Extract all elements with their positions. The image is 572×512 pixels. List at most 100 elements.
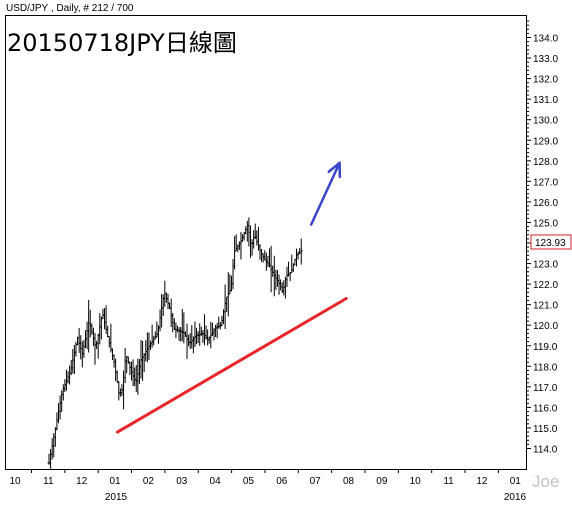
price-bar [179, 327, 183, 342]
price-bar [260, 248, 264, 263]
y-tick-label: 120.0 [533, 321, 558, 332]
price-bar [248, 225, 252, 258]
x-tick-label: 05 [243, 476, 255, 487]
price-bar [71, 349, 75, 374]
x-tick-label: 07 [310, 476, 322, 487]
y-tick-label: 132.0 [533, 75, 558, 86]
price-bar [128, 361, 132, 376]
price-bar [244, 226, 248, 235]
price-bar [239, 232, 243, 260]
price-bar [93, 332, 97, 365]
x-tick-label: 09 [376, 476, 388, 487]
price-bar [258, 244, 262, 260]
price-bar [49, 449, 53, 469]
watermark: Joe [532, 472, 559, 491]
price-bar [187, 334, 191, 347]
price-bar [91, 327, 95, 347]
x-year-label: 2015 [105, 492, 128, 503]
y-tick-label: 125.0 [533, 218, 558, 229]
price-bar [202, 314, 206, 346]
y-tick-label: 131.0 [533, 95, 558, 106]
price-bar [164, 292, 168, 303]
plot-frame [5, 15, 527, 470]
price-bar [188, 332, 192, 349]
price-bar [90, 323, 94, 335]
price-bar [256, 226, 260, 251]
price-bar [261, 253, 265, 263]
x-tick-label: 02 [143, 476, 155, 487]
price-bar [50, 438, 54, 460]
price-bar [57, 403, 61, 424]
x-tick-label: 12 [76, 476, 88, 487]
price-bar [296, 251, 300, 260]
price-bar [137, 359, 141, 385]
price-bar [231, 259, 235, 290]
price-bar [103, 308, 107, 330]
price-bar [285, 266, 289, 287]
price-bar [299, 238, 303, 265]
price-bar [136, 358, 140, 395]
x-tick-label: 06 [276, 476, 288, 487]
price-bar [115, 370, 119, 383]
price-bar [144, 340, 148, 362]
price-bar [95, 340, 99, 350]
y-tick-label: 118.0 [533, 362, 558, 373]
price-bar [245, 220, 249, 242]
x-tick-label: 01 [510, 476, 522, 487]
price-bar [176, 325, 180, 333]
price-bar [53, 427, 57, 447]
price-bar [99, 316, 103, 340]
price-bar [166, 293, 170, 310]
x-tick-label: 10 [9, 476, 21, 487]
y-tick-label: 117.0 [533, 383, 558, 394]
price-bar [294, 248, 298, 267]
price-bar [77, 327, 81, 353]
price-bar [177, 327, 181, 341]
price-bar [212, 327, 216, 341]
symbol-line: USD/JPY , Daily, # 212 / 700 [6, 3, 134, 14]
annotations [115, 161, 348, 434]
price-bar [52, 433, 56, 458]
price-bar [60, 390, 64, 413]
last-price-box [530, 234, 572, 250]
price-bar [153, 331, 157, 340]
price-bar [82, 339, 86, 358]
price-bar [55, 412, 59, 431]
price-bar [196, 331, 200, 344]
price-bar [85, 321, 89, 350]
x-tick-label: 12 [476, 476, 488, 487]
price-bar [228, 274, 232, 295]
price-bar [125, 355, 129, 374]
price-bar [288, 272, 292, 282]
price-bar [199, 326, 203, 336]
price-bar [247, 217, 251, 247]
y-tick-label: 114.0 [533, 445, 558, 456]
x-tick-label: 10 [410, 476, 422, 487]
price-bar [145, 332, 149, 363]
price-bar [126, 356, 130, 364]
price-bar [61, 384, 65, 401]
price-bar [266, 255, 270, 267]
price-bar [139, 339, 143, 379]
y-tick-label: 134.0 [533, 34, 558, 45]
price-bar [268, 248, 272, 268]
price-bar [271, 265, 275, 277]
price-bar [214, 324, 218, 338]
price-bar [263, 250, 267, 261]
y-tick-label: 123.0 [533, 260, 558, 271]
price-bar [223, 284, 227, 329]
x-tick-label: 03 [176, 476, 188, 487]
y-tick-label: 122.0 [533, 280, 558, 291]
x-tick-label: 11 [43, 476, 54, 487]
price-bar [64, 369, 68, 391]
price-bar [201, 330, 205, 343]
price-bar [141, 340, 145, 382]
price-bar [206, 329, 210, 346]
y-tick-label: 126.0 [533, 198, 558, 209]
price-bar [215, 322, 219, 339]
price-bar [250, 239, 254, 256]
x-tick-label: 11 [443, 476, 454, 487]
y-tick-label: 130.0 [533, 116, 558, 127]
price-bar [172, 318, 176, 330]
price-bar [217, 316, 221, 329]
